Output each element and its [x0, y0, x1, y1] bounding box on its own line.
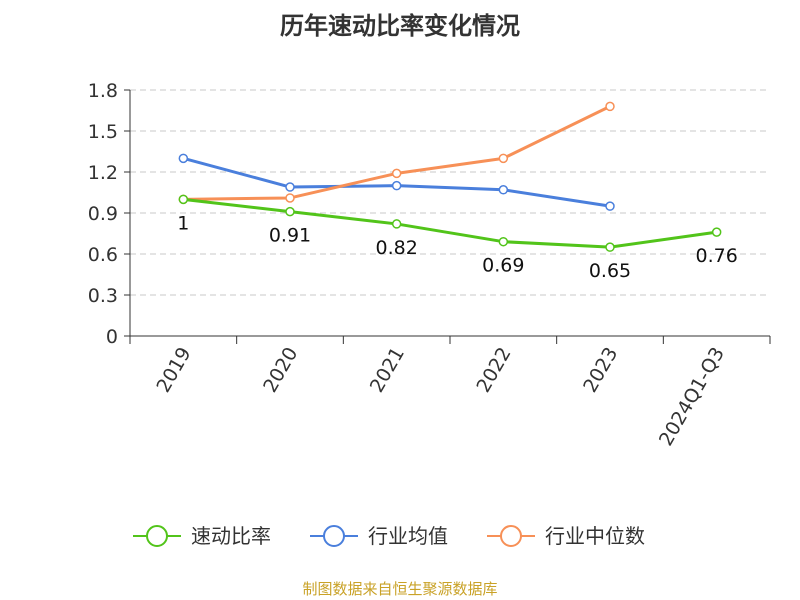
series-line — [183, 197, 717, 249]
data-point — [498, 236, 509, 247]
legend-label: 行业均值 — [368, 524, 448, 548]
data-label: 1 — [177, 212, 189, 234]
x-tick-label: 2024Q1-Q3 — [655, 344, 729, 450]
chart-title: 历年速动比率变化情况 — [280, 12, 520, 40]
legend-label: 行业中位数 — [545, 524, 645, 548]
legend-swatch-marker — [500, 525, 522, 547]
y-tick-label: 1.2 — [88, 162, 118, 184]
x-tick-label: 2022 — [472, 344, 515, 397]
data-label: 0.69 — [482, 255, 524, 277]
y-tick-label: 1.8 — [88, 80, 118, 102]
data-point — [391, 180, 402, 191]
data-point — [605, 101, 615, 112]
data-point — [178, 194, 189, 205]
data-label: 0.65 — [589, 260, 631, 282]
data-point — [711, 227, 722, 237]
legend-label: 速动比率 — [191, 524, 271, 548]
data-point — [285, 182, 295, 192]
x-tick-label: 2021 — [366, 344, 409, 397]
y-tick-label: 0.3 — [88, 285, 118, 307]
data-label: 0.91 — [269, 225, 311, 247]
legend-swatch-marker — [323, 525, 345, 547]
data-point — [498, 185, 509, 195]
data-label: 0.76 — [696, 245, 738, 267]
y-tick-label: 0 — [106, 326, 118, 348]
source-note: 制图数据来自恒生聚源数据库 — [302, 580, 498, 598]
x-tick-label: 2020 — [259, 344, 302, 397]
data-point — [391, 168, 402, 179]
data-point — [285, 193, 295, 203]
data-point — [498, 153, 509, 164]
data-point — [605, 242, 615, 252]
data-point — [285, 206, 295, 217]
legend-swatch-marker — [146, 525, 168, 547]
y-tick-label: 0.9 — [88, 203, 118, 225]
data-point — [605, 201, 615, 211]
data-label: 0.82 — [376, 237, 418, 259]
y-tick-label: 1.5 — [88, 121, 118, 143]
x-tick-label: 2019 — [152, 344, 195, 397]
x-tick-label: 2023 — [579, 344, 622, 397]
data-point — [391, 219, 402, 229]
y-tick-label: 0.6 — [88, 244, 118, 266]
data-point — [178, 153, 189, 164]
